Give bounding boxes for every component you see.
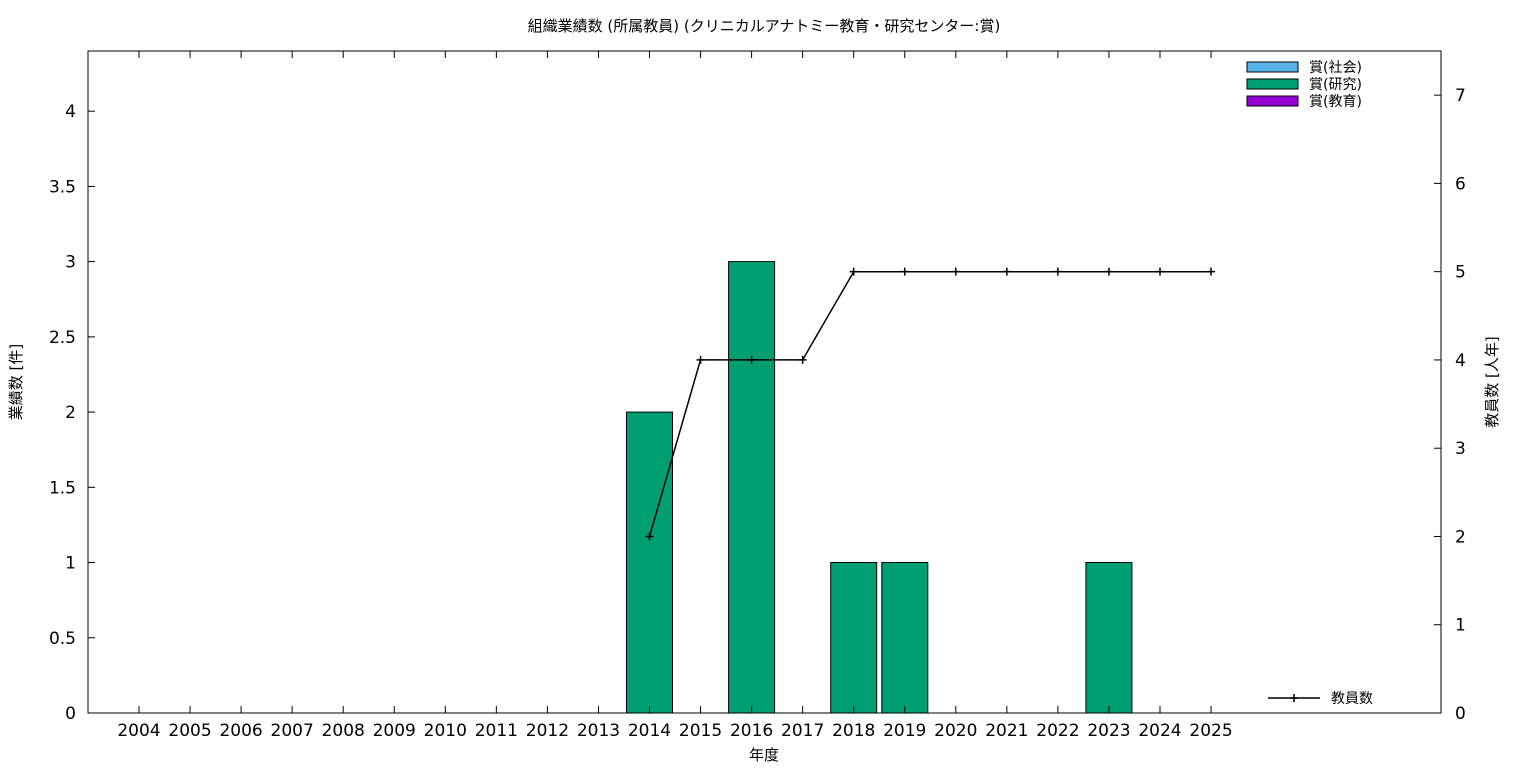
y2-tick-label: 1 xyxy=(1455,616,1466,636)
x-tick-label: 2024 xyxy=(1138,721,1181,741)
line-point xyxy=(951,267,960,276)
line-point xyxy=(1053,267,1062,276)
chart-title: 組織業績数 (所属教員) (クリニカルアナトミー教育・研究センター:賞) xyxy=(528,17,1001,35)
y2-tick-label: 3 xyxy=(1455,439,1466,459)
y-tick-label: 2.5 xyxy=(49,328,76,348)
y-tick-label: 3 xyxy=(65,253,76,273)
y-tick-label: 0 xyxy=(65,704,76,724)
bar xyxy=(1085,562,1133,714)
x-tick-label: 2004 xyxy=(117,721,160,741)
y-tick-label: 4 xyxy=(65,102,76,122)
x-tick-label: 2019 xyxy=(883,721,926,741)
line-point xyxy=(1002,267,1011,276)
bar xyxy=(881,562,929,714)
x-tick-label: 2018 xyxy=(832,721,875,741)
y-tick-label: 2 xyxy=(65,403,76,423)
x-tick-label: 2014 xyxy=(628,721,671,741)
y-tick-label: 0.5 xyxy=(49,629,76,649)
line-series-group xyxy=(645,267,1216,541)
line-legend-label: 教員数 xyxy=(1331,691,1373,707)
y2-tick-label: 2 xyxy=(1455,527,1466,547)
y2-tick-label: 6 xyxy=(1455,174,1466,194)
x-tick-label: 2016 xyxy=(730,721,773,741)
legend: 賞(社会)賞(研究)賞(教育) xyxy=(1246,60,1362,110)
line-point xyxy=(1207,267,1216,276)
x-tick-label: 2017 xyxy=(781,721,824,741)
x-tick-label: 2009 xyxy=(373,721,416,741)
legend-label: 賞(研究) xyxy=(1309,77,1362,93)
bar xyxy=(728,261,776,714)
y-axis-label: 業績数 [件] xyxy=(7,344,25,420)
line-point xyxy=(696,355,705,364)
x-tick-label: 2007 xyxy=(271,721,314,741)
x-tick-label: 2021 xyxy=(985,721,1028,741)
line-point xyxy=(1156,267,1164,276)
y-axis: 0 0.5 1 1.5 2 2.5 3 3.5 4 xyxy=(49,102,95,724)
bar xyxy=(626,411,673,714)
x-tick-label: 2005 xyxy=(168,721,211,741)
x-tick-label: 2010 xyxy=(424,721,467,741)
plot-frame xyxy=(87,50,1442,714)
x-tick-label: 2015 xyxy=(679,721,722,741)
x-axis-label: 年度 xyxy=(749,746,779,764)
x-tick-label: 2011 xyxy=(475,721,518,741)
line-legend: 教員数 xyxy=(1268,691,1373,707)
x-tick-label: 2006 xyxy=(219,721,262,741)
x-tick-label: 2012 xyxy=(526,721,569,741)
x-tick-label: 2008 xyxy=(322,721,365,741)
x-tick-label: 2023 xyxy=(1087,721,1130,741)
line-point xyxy=(798,355,807,364)
x-tick-label: 2013 xyxy=(577,721,620,741)
legend-label: 賞(社会) xyxy=(1309,60,1362,76)
legend-swatch xyxy=(1246,95,1299,107)
x-tick-label: 2020 xyxy=(934,721,977,741)
line-point xyxy=(747,355,756,364)
y-tick-label: 1 xyxy=(65,554,76,574)
y2-tick-label: 7 xyxy=(1455,86,1466,106)
line-point xyxy=(849,267,858,276)
legend-label: 賞(教育) xyxy=(1309,94,1362,110)
x-tick-label: 2022 xyxy=(1036,721,1079,741)
line-legend-marker xyxy=(1290,694,1298,702)
y-tick-label: 3.5 xyxy=(49,177,76,197)
y2-axis: 0 1 2 3 4 5 6 7 xyxy=(1434,86,1466,724)
y2-tick-label: 4 xyxy=(1455,351,1466,371)
y-tick-label: 1.5 xyxy=(49,478,76,498)
legend-swatch xyxy=(1246,61,1299,73)
y2-tick-label: 5 xyxy=(1455,263,1466,283)
legend-swatch xyxy=(1246,78,1299,90)
x-tick-label: 2025 xyxy=(1189,721,1232,741)
line-point xyxy=(1104,267,1113,276)
line-point xyxy=(645,532,654,541)
line-point xyxy=(900,267,909,276)
bar xyxy=(830,562,878,714)
line-series xyxy=(648,270,1211,537)
x-axis: 2004 2005 2006 2007 2008 2009 2010 2011 2012 2013… xyxy=(117,51,1233,741)
bars-group xyxy=(626,261,1133,714)
y2-axis-label: 教員数 [人年] xyxy=(1483,336,1501,427)
y2-tick-label: 0 xyxy=(1455,704,1466,724)
